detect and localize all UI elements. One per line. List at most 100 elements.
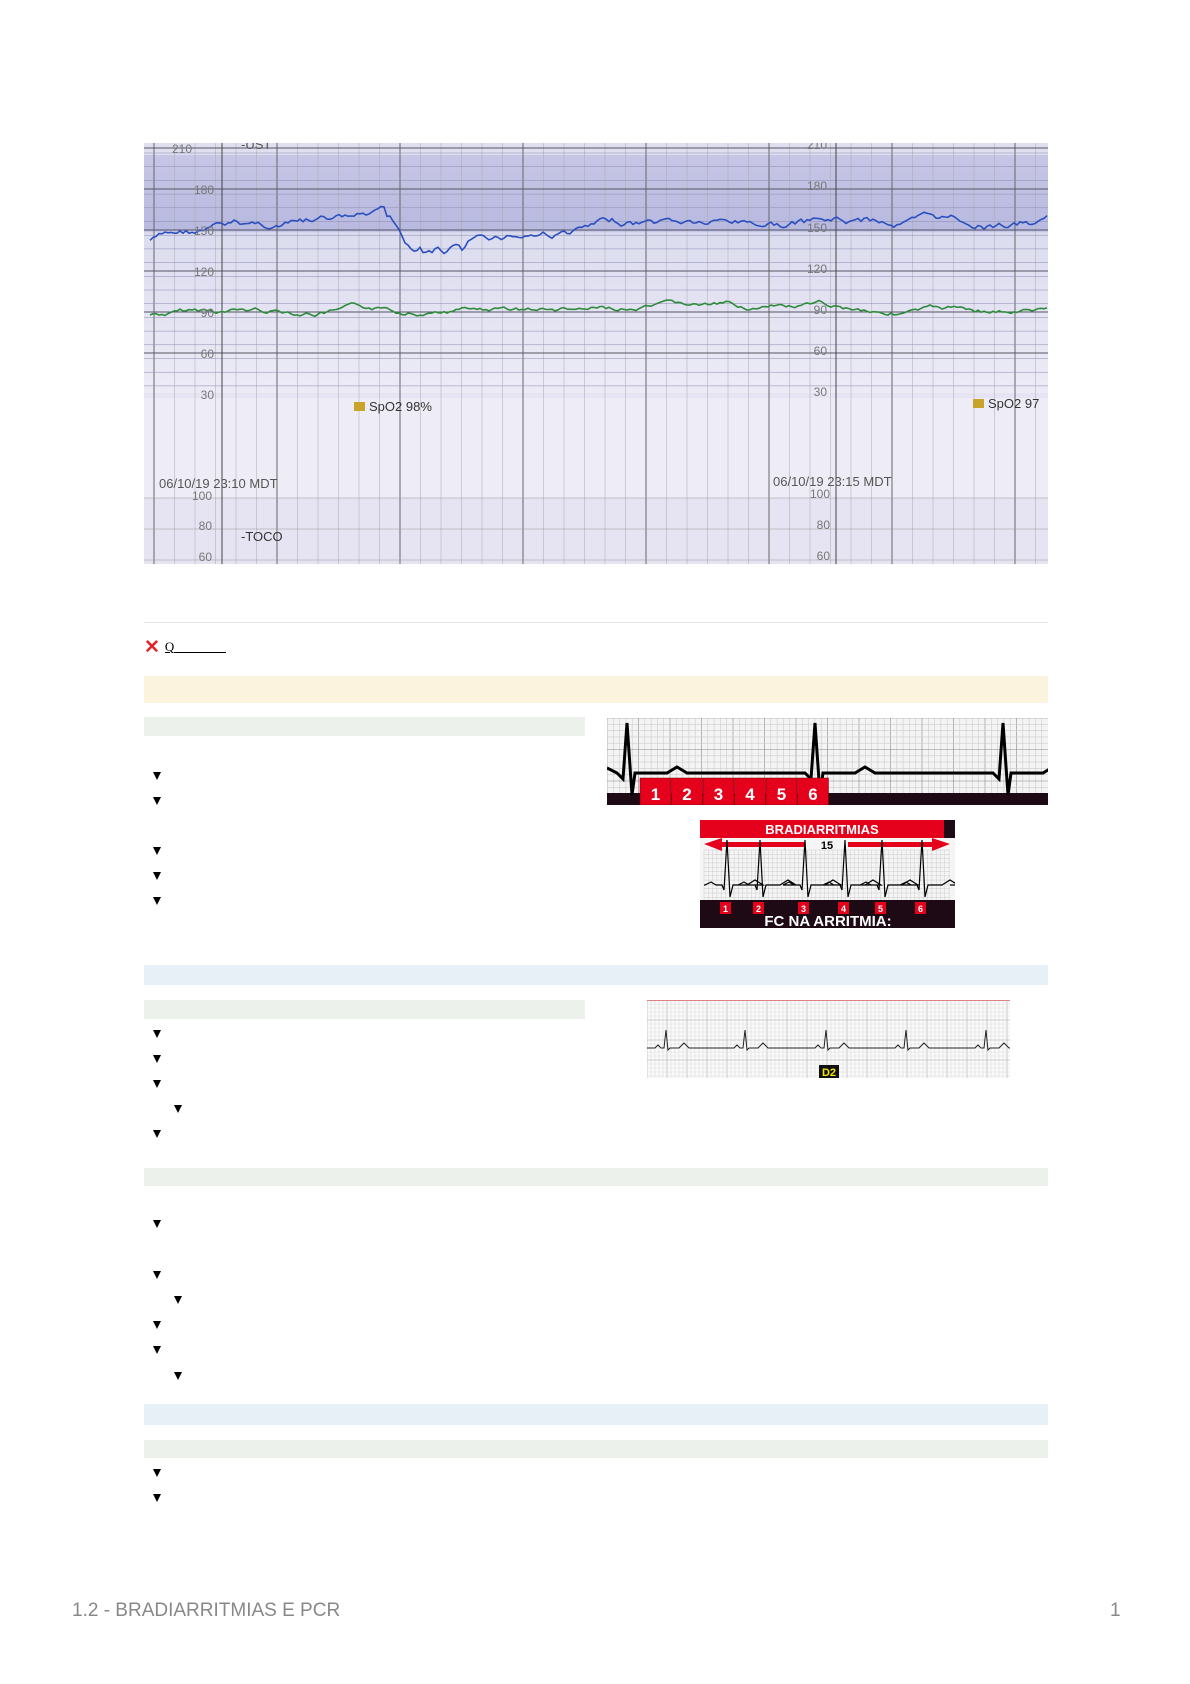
tick-label: 80: [817, 518, 831, 532]
count-box-number: 5: [777, 785, 786, 804]
tick-label: 180: [194, 183, 214, 197]
tick-label: 60: [199, 550, 213, 564]
question-item: ✕ Q: [144, 636, 227, 658]
lead-label-box: [819, 1065, 839, 1078]
caption: FC NA ARRITMIA:: [764, 913, 891, 928]
tick-label: 120: [194, 265, 214, 279]
heading-block: [144, 717, 585, 736]
title-bar: [700, 820, 944, 838]
tick-label: 30: [814, 385, 828, 399]
arrow-right: [848, 838, 950, 851]
heading-block: [144, 1440, 1048, 1458]
timestamp-left: 06/10/19 23:10 MDT: [159, 476, 278, 491]
tick-label: 120: [807, 262, 827, 276]
callout-block: [144, 965, 1048, 985]
count-box-number: 1: [651, 785, 660, 804]
tick-label: 100: [192, 489, 212, 503]
count-box: [671, 777, 703, 805]
toggle-icon[interactable]: [153, 1080, 161, 1088]
ecg-strip-bradiarritmias: BRADIARRITMIAS 15 1 2 3 4 5 6 FC NA ARRITMIA:: [700, 820, 955, 928]
callout-block: [144, 676, 1048, 703]
beat-number: 1: [723, 904, 728, 914]
tick-label: 210: [807, 143, 827, 152]
fetal-monitor-photo: 210 180 150 120 90 60 30 210 180 150 120…: [144, 143, 1048, 564]
tick-label: 210: [172, 143, 192, 156]
ecg-strip-bradycardia: 1 2 3 4 5 6: [607, 718, 1048, 805]
beat-number-box: [753, 902, 764, 914]
toggle-icon[interactable]: [153, 847, 161, 855]
count-box-number: 4: [745, 785, 755, 804]
beat-number: 3: [801, 904, 806, 914]
count-box-number: 3: [714, 785, 723, 804]
maternal-heart-rate-trace: [149, 299, 1048, 318]
toggle-icon[interactable]: [153, 1321, 161, 1329]
arrow-left: [704, 838, 805, 851]
count-box: [734, 777, 766, 805]
toggle-icon[interactable]: [174, 1296, 182, 1304]
beat-number: 2: [756, 904, 761, 914]
span-label: 15: [821, 840, 833, 852]
spo2-right: SpO2 97: [988, 396, 1039, 411]
toggle-icon[interactable]: [174, 1372, 182, 1380]
tick-label: 60: [817, 549, 831, 563]
toggle-icon[interactable]: [153, 897, 161, 905]
tick-label: 90: [814, 303, 828, 317]
tick-label: 30: [201, 388, 215, 402]
toco-label: -TOCO: [241, 529, 283, 544]
toggle-icon[interactable]: [153, 772, 161, 780]
heading-block: [144, 1168, 1048, 1186]
ecg-strip-d2: D2: [647, 1000, 1010, 1078]
title: BRADIARRITMIAS: [765, 822, 879, 837]
toggle-icon[interactable]: [153, 1346, 161, 1354]
spo2-icon: [354, 402, 365, 411]
count-box: [797, 777, 829, 805]
count-box: [765, 777, 798, 805]
beat-number-box: [838, 902, 849, 914]
count-box: [639, 777, 672, 805]
page-number: 1: [1110, 1600, 1121, 1621]
tick-label: 180: [807, 179, 827, 193]
toggle-icon[interactable]: [153, 1271, 161, 1279]
divider: [144, 622, 1048, 623]
count-box-number: 6: [808, 785, 817, 804]
beat-number: 6: [918, 904, 923, 914]
heading-block: [144, 1000, 585, 1019]
beat-number: 4: [841, 904, 846, 914]
beat-number-box: [798, 902, 809, 914]
tick-label: 100: [810, 487, 830, 501]
beat-number-box: [915, 902, 926, 914]
beat-number: 5: [878, 904, 883, 914]
cross-mark-icon: ✕: [144, 636, 160, 658]
tick-label: 80: [199, 519, 213, 533]
tick-label: 60: [201, 347, 215, 361]
ecg-trace: [647, 1029, 1010, 1052]
question-label: Q: [164, 639, 175, 654]
ust-label: -UST: [241, 143, 271, 152]
beat-number-box: [720, 902, 731, 914]
tick-label: 150: [807, 221, 827, 235]
answer-blank[interactable]: [174, 651, 227, 653]
tick-label: 150: [194, 224, 214, 238]
toggle-icon[interactable]: [153, 1469, 161, 1477]
count-box: [702, 777, 735, 805]
callout-block: [144, 1404, 1048, 1425]
beat-number-box: [875, 902, 886, 914]
ecg-trace: [704, 839, 955, 898]
toggle-icon[interactable]: [153, 872, 161, 880]
toggle-icon[interactable]: [153, 1030, 161, 1038]
tick-label: 60: [814, 344, 828, 358]
toggle-icon[interactable]: [153, 797, 161, 805]
toggle-icon[interactable]: [153, 1130, 161, 1138]
toggle-icon[interactable]: [153, 1055, 161, 1063]
toggle-icon[interactable]: [153, 1494, 161, 1502]
spo2-left: SpO2 98%: [369, 399, 432, 414]
tick-label: 90: [201, 306, 215, 320]
footer-title: 1.2 - BRADIARRITMIAS E PCR: [72, 1600, 341, 1621]
toggle-icon[interactable]: [153, 1220, 161, 1228]
spo2-icon: [973, 399, 984, 408]
fetal-heart-rate-trace: [149, 205, 1048, 255]
count-box-number: 2: [682, 785, 691, 804]
timestamp-right: 06/10/19 23:15 MDT: [773, 474, 892, 489]
lead-label: D2: [822, 1067, 836, 1078]
toggle-icon[interactable]: [174, 1105, 182, 1113]
